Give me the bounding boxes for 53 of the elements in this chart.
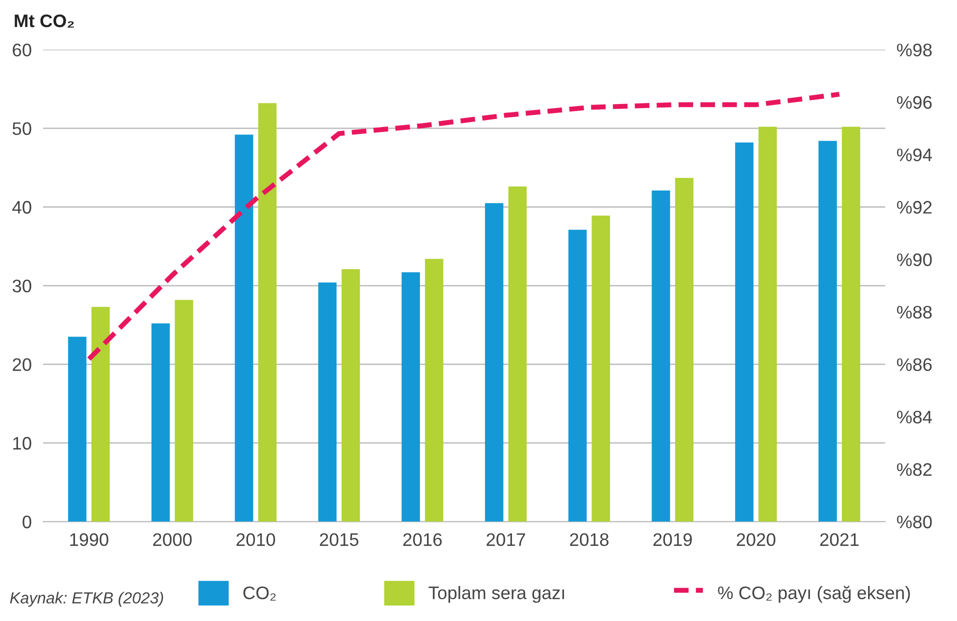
y-axis-title: Mt CO₂ <box>14 14 74 28</box>
bar <box>758 126 777 522</box>
bar <box>675 178 694 522</box>
y-tick-label: 30 <box>12 280 32 292</box>
x-tick-label: 2000 <box>153 533 192 546</box>
bar <box>735 142 754 522</box>
bar <box>568 230 587 522</box>
bar <box>318 282 337 522</box>
x-tick-label: 1990 <box>70 533 108 546</box>
y-tick-label: 40 <box>12 200 32 214</box>
y2-tick-label: %98 <box>896 44 932 56</box>
y-tick-label: 20 <box>12 358 32 372</box>
y2-tick-label: %84 <box>896 410 932 424</box>
bar <box>151 323 170 522</box>
bar <box>818 140 837 522</box>
bar <box>402 272 420 522</box>
x-tick-label: 2019 <box>653 533 692 546</box>
legend-label: Toplam sera gazı <box>428 586 564 603</box>
x-tick-label: 2020 <box>736 533 776 546</box>
line-series <box>86 92 842 362</box>
y2-tick-label: %86 <box>896 358 932 372</box>
y-tick-label: 60 <box>12 44 32 56</box>
bar <box>342 269 360 522</box>
y2-tick-label: %90 <box>896 253 932 266</box>
y2-tick-label: %80 <box>896 516 932 528</box>
bar <box>68 336 86 522</box>
bar <box>652 190 670 522</box>
bar <box>484 203 504 522</box>
y2-tick-label: %94 <box>896 148 932 162</box>
y2-tick-label: %82 <box>896 463 932 476</box>
x-tick-label: 2010 <box>236 533 276 546</box>
y-tick-label: 0 <box>22 516 32 528</box>
y2-tick-label: %96 <box>896 96 932 109</box>
bar <box>174 300 194 522</box>
x-tick-label: 2015 <box>320 533 358 546</box>
legend-label: % CO₂ payı (sağ eksen) <box>718 586 910 603</box>
y2-tick-label: %88 <box>896 306 932 319</box>
x-tick-label: 2018 <box>570 533 609 546</box>
x-tick-label: 2016 <box>403 533 442 546</box>
x-tick-label: 2017 <box>486 533 526 546</box>
legend-label: CO₂ <box>243 586 276 601</box>
y2-tick-label: %92 <box>896 200 932 214</box>
bar <box>91 306 110 522</box>
bar <box>234 134 254 522</box>
x-tick-label: 2021 <box>820 533 859 546</box>
bar <box>842 126 860 522</box>
text: Kaynak: ETKB (2023) <box>10 592 164 607</box>
bar <box>258 103 277 522</box>
bar <box>424 258 444 522</box>
bar <box>508 186 527 522</box>
y-tick-label: 50 <box>12 122 32 136</box>
bar <box>592 216 610 522</box>
y-tick-label: 10 <box>13 436 32 450</box>
